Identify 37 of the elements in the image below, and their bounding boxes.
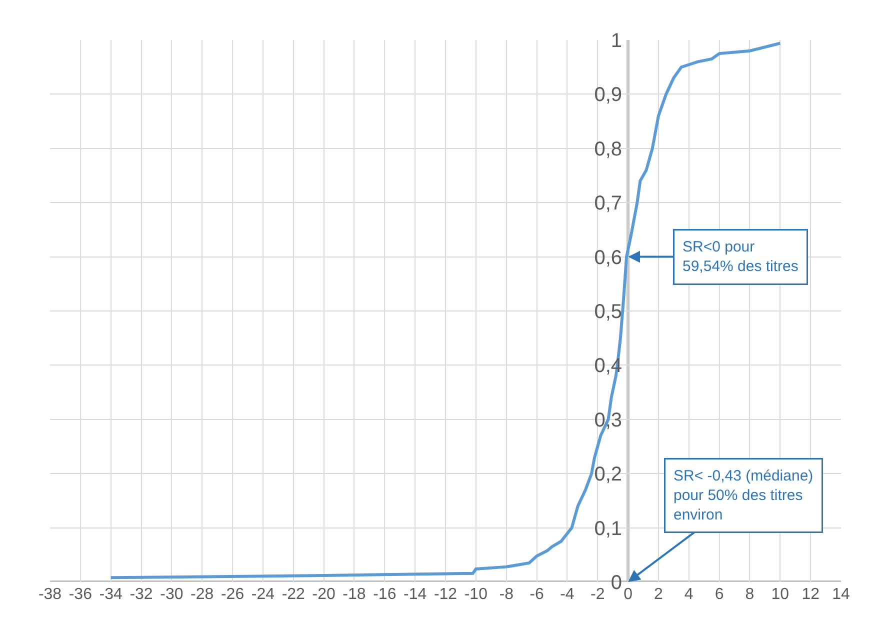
y-tick-label: 0,6 xyxy=(594,246,622,269)
x-tick-label: -12 xyxy=(434,586,458,603)
x-tick-label: 8 xyxy=(745,586,754,603)
annotation: SR< -0,43 (médiane) pour 50% des titres environ xyxy=(674,468,814,524)
y-tick-label: 0,1 xyxy=(594,518,622,540)
y-tick-label: 0,9 xyxy=(594,84,622,106)
y-tick-label: 0,5 xyxy=(594,301,622,323)
x-tick-label: -30 xyxy=(160,586,184,603)
x-tick-label: -8 xyxy=(499,586,514,603)
x-tick-label: -18 xyxy=(342,586,366,603)
x-tick-label: -10 xyxy=(464,586,488,603)
x-tick-label: -26 xyxy=(220,586,244,603)
x-tick-label: -32 xyxy=(130,586,153,603)
x-tick-label: -20 xyxy=(312,586,336,603)
y-tick-label: 0,7 xyxy=(594,192,622,215)
annotation: SR<0 pour 59,54% des titres xyxy=(682,238,798,275)
y-tick-label: 0,2 xyxy=(594,464,622,486)
x-tick-label: 4 xyxy=(684,586,694,603)
y-tick-label: 0,8 xyxy=(594,138,622,160)
x-tick-label: -28 xyxy=(190,586,214,603)
x-tick-label: -38 xyxy=(38,586,62,603)
x-tick-label: 14 xyxy=(832,586,850,603)
y-tick-label: 1 xyxy=(610,30,622,52)
x-tick-label: -2 xyxy=(590,586,605,603)
x-tick-label: -16 xyxy=(373,586,396,603)
x-tick-label: 0 xyxy=(624,586,633,603)
x-tick-label: -14 xyxy=(404,586,427,603)
x-tick-label: 12 xyxy=(802,586,820,603)
x-tick-label: -6 xyxy=(530,586,544,603)
x-tick-label: -24 xyxy=(251,586,275,603)
x-tick-label: 2 xyxy=(654,586,664,603)
x-tick-label: 10 xyxy=(771,586,790,603)
x-tick-label: -34 xyxy=(99,586,123,603)
x-tick-label: 6 xyxy=(714,586,724,603)
x-tick-label: -22 xyxy=(282,586,306,603)
x-tick-label: -36 xyxy=(68,586,92,603)
x-tick-label: -4 xyxy=(560,586,574,603)
